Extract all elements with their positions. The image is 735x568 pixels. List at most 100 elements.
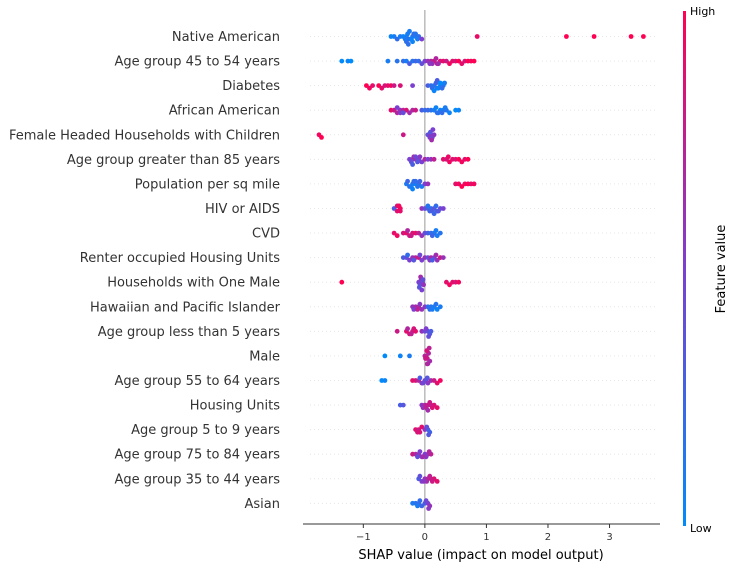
colorbar-title: Feature value (714, 225, 729, 314)
feature-label: Age group 55 to 64 years (115, 374, 281, 389)
shap-point (433, 228, 439, 233)
shap-point (427, 400, 433, 405)
shap-point (456, 279, 462, 285)
shap-point (421, 282, 426, 288)
shap-point (426, 432, 431, 438)
shap-point (591, 34, 597, 39)
shap-point (348, 58, 354, 64)
shap-point (339, 279, 345, 285)
shap-point (471, 58, 477, 64)
feature-label: Age group 5 to 9 years (131, 423, 280, 438)
shap-point (436, 61, 441, 67)
shap-point (413, 31, 418, 37)
shap-point (405, 252, 410, 258)
shap-point (405, 41, 411, 47)
shap-point (339, 58, 345, 64)
shap-point (426, 334, 431, 339)
shap-point (402, 36, 408, 42)
shap-point (431, 211, 437, 217)
shap-point (400, 402, 406, 408)
shap-point (396, 203, 402, 209)
shap-point (436, 85, 441, 91)
shap-point (420, 277, 426, 282)
shap-point (417, 375, 423, 381)
feature-label: Diabetes (222, 79, 280, 94)
colorbar: High Low Feature value (683, 5, 729, 535)
shap-point (419, 36, 425, 42)
shap-point (436, 110, 441, 116)
shap-point (424, 424, 430, 430)
shap-point (407, 28, 412, 34)
shap-point (433, 56, 439, 61)
shap-point (447, 110, 452, 116)
shap-point (415, 503, 420, 509)
feature-label: Population per sq mile (135, 177, 280, 192)
shap-point (319, 135, 324, 140)
shap-point (456, 107, 462, 113)
shap-point (436, 208, 441, 214)
feature-label: African American (169, 104, 280, 119)
shap-point (430, 127, 436, 132)
shap-point (423, 498, 429, 504)
shap-point (417, 252, 423, 258)
shap-point (433, 252, 439, 258)
shap-point (423, 326, 429, 332)
x-tick-label: 3 (606, 532, 612, 543)
shap-point (415, 454, 420, 460)
shap-point (400, 110, 406, 116)
shap-point (394, 328, 400, 334)
shap-point (442, 80, 447, 86)
shap-point (429, 479, 435, 484)
shap-point (382, 353, 388, 359)
feature-label: Native American (172, 30, 280, 45)
shap-point (397, 34, 403, 39)
shap-point (433, 105, 439, 110)
feature-label: Hawaiian and Pacific Islander (90, 300, 281, 315)
shap-point (442, 105, 448, 110)
colorbar-high-label: High (690, 5, 715, 18)
shap-point (439, 110, 445, 116)
colorbar-low-label: Low (690, 522, 712, 535)
feature-label: Female Headed Households with Children (9, 128, 280, 143)
shap-point (426, 345, 432, 351)
shap-point (434, 405, 440, 411)
shap-point (433, 301, 439, 307)
shap-point (410, 186, 415, 192)
shap-point (426, 506, 431, 511)
shap-point (397, 83, 403, 88)
shap-points (316, 28, 646, 511)
x-tick-label: 1 (483, 532, 489, 543)
shap-point (413, 178, 418, 184)
shap-point (417, 498, 423, 504)
feature-label: Age group 75 to 84 years (115, 448, 281, 463)
feature-rows: Native American Age group 45 to 54 years D… (9, 30, 655, 512)
shap-point (417, 178, 423, 184)
shap-point (405, 228, 410, 233)
feature-label: Age group less than 5 years (98, 325, 281, 340)
shap-point (431, 132, 437, 138)
feature-label: Households with One Male (107, 276, 280, 291)
feature-label: Male (249, 349, 280, 364)
shap-point (397, 208, 403, 214)
feature-label: Age group 45 to 54 years (115, 55, 281, 70)
shap-point (419, 287, 425, 293)
shap-point (382, 378, 388, 383)
shap-point (370, 83, 375, 88)
shap-point (564, 34, 569, 39)
shap-point (440, 206, 446, 211)
shap-point (427, 61, 433, 67)
shap-point (423, 356, 428, 361)
shap-point (405, 326, 410, 332)
shap-point (437, 304, 443, 310)
shap-point (411, 307, 417, 312)
shap-point (417, 473, 423, 479)
feature-label: HIV or AIDS (205, 202, 280, 217)
shap-point (439, 85, 445, 91)
shap-point (394, 233, 400, 239)
shap-point (437, 80, 443, 86)
shap-point (427, 473, 433, 479)
shap-point (431, 156, 437, 162)
shap-point (424, 361, 430, 367)
shap-point (425, 203, 431, 209)
